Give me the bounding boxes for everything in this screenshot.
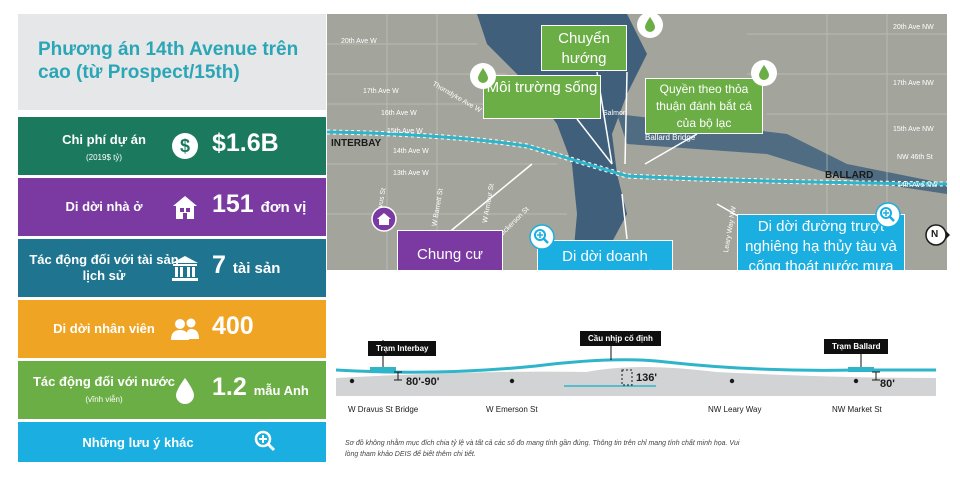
landmark-icon [172, 256, 198, 281]
street-label: Ballard Bridge [645, 133, 696, 142]
more-considerations-label: Những lưu ý khác [82, 435, 194, 450]
metric-historic-value: 7 [212, 251, 226, 279]
water-drop-badge-icon [751, 60, 777, 86]
street-label: 20th Ave NW [893, 24, 934, 31]
page-title: Phương án 14th Avenue trên cao (từ Prosp… [38, 39, 299, 83]
cross-street-label: W Emerson St [486, 405, 538, 414]
house-badge-icon [371, 206, 397, 232]
metric-historic: Tác động đối với tài sản lịch sử 7 tài s… [18, 239, 326, 297]
metric-cost-value: $1.6B [212, 129, 279, 157]
callout-maritime: Di dời doanh nghiệp hàng hải [537, 240, 673, 270]
metric-cost: Chi phí dự án (2019$ tỷ) $ $1.6B [18, 117, 326, 175]
metric-water-label: Tác động đối với nước [32, 374, 176, 389]
callout-stormwater: Di dời đường trượt nghiêng hạ thủy tàu v… [737, 214, 905, 270]
street-label: 14th Ave W [393, 148, 429, 155]
metric-historic-label: Tác động đối với tài sản lịch sử [29, 252, 179, 283]
street-label: Salmon [603, 110, 627, 117]
dollar-icon: $ [172, 133, 198, 159]
magnifier-badge-icon[interactable] [875, 202, 901, 228]
metric-historic-unit: tài sản [232, 260, 281, 277]
cross-street-label: NW Leary Way [708, 405, 762, 414]
metric-employees: Di dời nhân viên 400 [18, 300, 326, 358]
title-box: Phương án 14th Avenue trên cao (từ Prosp… [18, 14, 326, 110]
callout-tribal-treaty: Quyền theo thỏa thuận đánh bắt cá của bộ… [645, 78, 763, 134]
station-ballard-label: Trạm Ballard [824, 339, 889, 354]
metric-cost-label-wrap: Chi phí dự án (2019$ tỷ) [24, 132, 184, 166]
metric-housing-unit: đơn vị [260, 199, 307, 216]
metric-water-sublabel: (vĩnh viễn) [85, 395, 123, 404]
more-considerations-button[interactable]: Những lưu ý khác [18, 422, 326, 462]
house-icon [173, 196, 197, 219]
metric-water: Tác động đối với nước (vĩnh viễn) 1.2 mẫ… [18, 361, 326, 419]
metric-employees-value: 400 [212, 312, 254, 340]
street-label: NW 46th St [897, 154, 933, 161]
metric-housing-value: 151 [212, 190, 254, 218]
street-label: 13th Ave W [393, 170, 429, 177]
metric-cost-sublabel: (2019$ tỷ) [85, 153, 123, 162]
people-icon [171, 318, 199, 340]
metric-housing-label: Di dời nhà ở [65, 199, 143, 214]
callout-condo: Chung cư [397, 230, 503, 270]
metric-water-value: 1.2 [212, 373, 247, 401]
place-interbay: INTERBAY [331, 138, 382, 149]
metric-employees-label: Di dời nhân viên [53, 321, 155, 336]
water-drop-badge-icon [637, 14, 663, 38]
metric-cost-label: Chi phí dự án [62, 132, 146, 147]
station-interbay-label: Trạm Interbay [368, 341, 437, 356]
cross-street-label: NW Market St [832, 405, 882, 414]
north-arrow-icon [925, 224, 950, 246]
metric-water-unit: mẫu Anh [253, 383, 309, 398]
clearance-interbay: 80'-90' [406, 376, 440, 388]
callout-diversion: Chuyển hướng [541, 25, 627, 71]
street-label: 17th Ave NW [893, 80, 934, 87]
metric-housing-value-wrap: 151 đơn vị [212, 190, 306, 219]
street-label: 15th Ave NW [893, 126, 934, 133]
elevation-profile [336, 340, 936, 396]
north-label: N [931, 229, 939, 240]
callout-environment: Môi trường sống [483, 75, 601, 119]
place-ballard: BALLARD [825, 170, 874, 181]
metric-historic-value-wrap: 7 tài sản [212, 251, 280, 280]
street-label: 17th Ave W [363, 88, 399, 95]
water-drop-badge-icon [470, 63, 496, 89]
street-label: 15th Ave W [387, 128, 423, 135]
cross-street-label: W Dravus St Bridge [348, 405, 419, 414]
aerial-map: 20th Ave W 17th Ave W 16th Ave W 15th Av… [327, 14, 947, 270]
span-label: Cầu nhịp cố định [580, 331, 661, 346]
water-drop-icon [176, 378, 194, 404]
magnifier-plus-icon [254, 430, 276, 452]
disclaimer-note: Sơ đồ không nhằm mục đích chia tỷ lệ và … [345, 440, 740, 458]
metric-water-label-wrap: Tác động đối với nước (vĩnh viễn) [24, 374, 184, 408]
street-label: 20th Ave W [341, 38, 377, 45]
north-arrow: N [924, 222, 950, 248]
clearance-ballard: 80' [880, 378, 895, 390]
svg-text:$: $ [180, 136, 190, 156]
street-label: 16th Ave W [381, 110, 417, 117]
street-label: 14th Ave NW [897, 182, 938, 189]
metric-water-value-wrap: 1.2 mẫu Anh [212, 373, 309, 402]
clearance-span: 136' [636, 372, 657, 384]
magnifier-badge-icon[interactable] [529, 224, 555, 250]
metric-housing: Di dời nhà ở 151 đơn vị [18, 178, 326, 236]
